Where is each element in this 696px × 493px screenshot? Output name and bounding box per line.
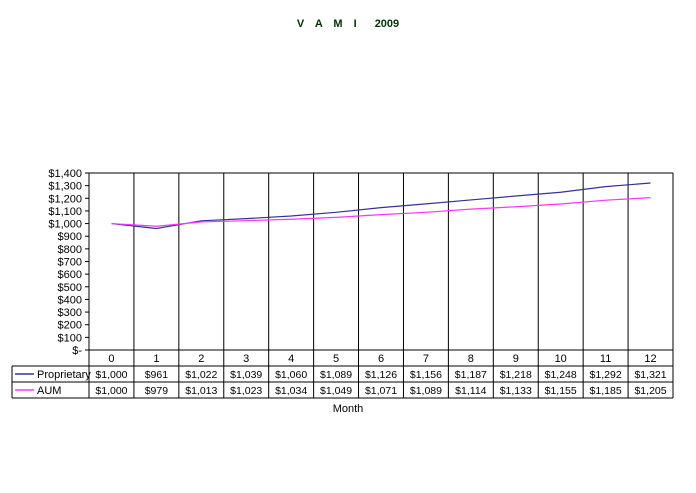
x-tick-label: 6 (378, 353, 384, 365)
chart-title-year: 2009 (374, 18, 400, 30)
y-tick-label: $100 (58, 332, 82, 344)
chart-title: V A M I 2009 (0, 18, 696, 30)
series-line-aum (111, 197, 651, 227)
data-table-cell: $1,187 (455, 369, 487, 381)
y-tick-label: $- (72, 345, 82, 357)
y-tick-label: $1,100 (48, 206, 82, 218)
y-tick-label: $500 (58, 282, 82, 294)
data-table-cell: $1,218 (500, 369, 532, 381)
data-table-cell: $1,156 (410, 369, 442, 381)
x-tick-label: 4 (288, 353, 294, 365)
data-table-cell: $1,155 (545, 385, 577, 397)
x-tick-label: 1 (153, 353, 159, 365)
x-tick-label: 10 (555, 353, 567, 365)
data-table-cell: $1,292 (590, 369, 622, 381)
y-tick-label: $1,000 (48, 219, 82, 231)
y-tick-label: $700 (58, 257, 82, 269)
data-table-cell: $1,205 (634, 385, 666, 397)
y-tick-label: $1,300 (48, 181, 82, 193)
x-tick-label: 7 (423, 353, 429, 365)
data-table-cell: $979 (145, 385, 169, 397)
y-tick-label: $300 (58, 307, 82, 319)
x-tick-label: 3 (243, 353, 249, 365)
data-table-cell: $1,071 (365, 385, 397, 397)
x-tick-label: 8 (468, 353, 474, 365)
data-table-cell: $1,000 (95, 385, 127, 397)
x-axis-title: Month (332, 403, 364, 415)
data-table-cell: $1,060 (275, 369, 307, 381)
x-tick-label: 0 (108, 353, 114, 365)
y-tick-label: $800 (58, 244, 82, 256)
y-tick-label: $1,400 (48, 168, 82, 180)
chart-title-main: V A M I (296, 18, 361, 30)
series-line-proprietary (111, 182, 651, 230)
data-table-cell: $1,114 (455, 385, 486, 397)
y-tick-label: $400 (58, 294, 82, 306)
data-table-cell: $1,321 (634, 369, 666, 381)
x-tick-label: 5 (333, 353, 339, 365)
data-table-cell: $1,034 (275, 385, 307, 397)
x-tick-label: 2 (198, 353, 204, 365)
data-table-cell: $1,013 (185, 385, 217, 397)
y-tick-label: $900 (58, 231, 82, 243)
y-tick-label: $200 (58, 320, 82, 332)
data-table-cell: $961 (145, 369, 169, 381)
data-table-cell: $1,039 (230, 369, 262, 381)
data-table-cell: $1,089 (410, 385, 442, 397)
data-table-cell: $1,133 (500, 385, 532, 397)
y-tick-label: $1,200 (48, 193, 82, 205)
x-tick-label: 9 (513, 353, 519, 365)
legend-label-aum: AUM (37, 385, 61, 397)
y-tick-label: $600 (58, 269, 82, 281)
legend-label-proprietary: Proprietary (37, 369, 91, 381)
data-table-cell: $1,185 (590, 385, 622, 397)
data-table-cell: $1,022 (185, 369, 217, 381)
data-table-cell: $1,248 (545, 369, 577, 381)
data-table-cell: $1,023 (230, 385, 262, 397)
data-table-cell: $1,000 (95, 369, 127, 381)
data-table-cell: $1,089 (320, 369, 352, 381)
x-tick-label: 11 (600, 353, 611, 365)
x-tick-label: 12 (644, 353, 656, 365)
data-table-cell: $1,126 (365, 369, 397, 381)
data-table-cell: $1,049 (320, 385, 352, 397)
